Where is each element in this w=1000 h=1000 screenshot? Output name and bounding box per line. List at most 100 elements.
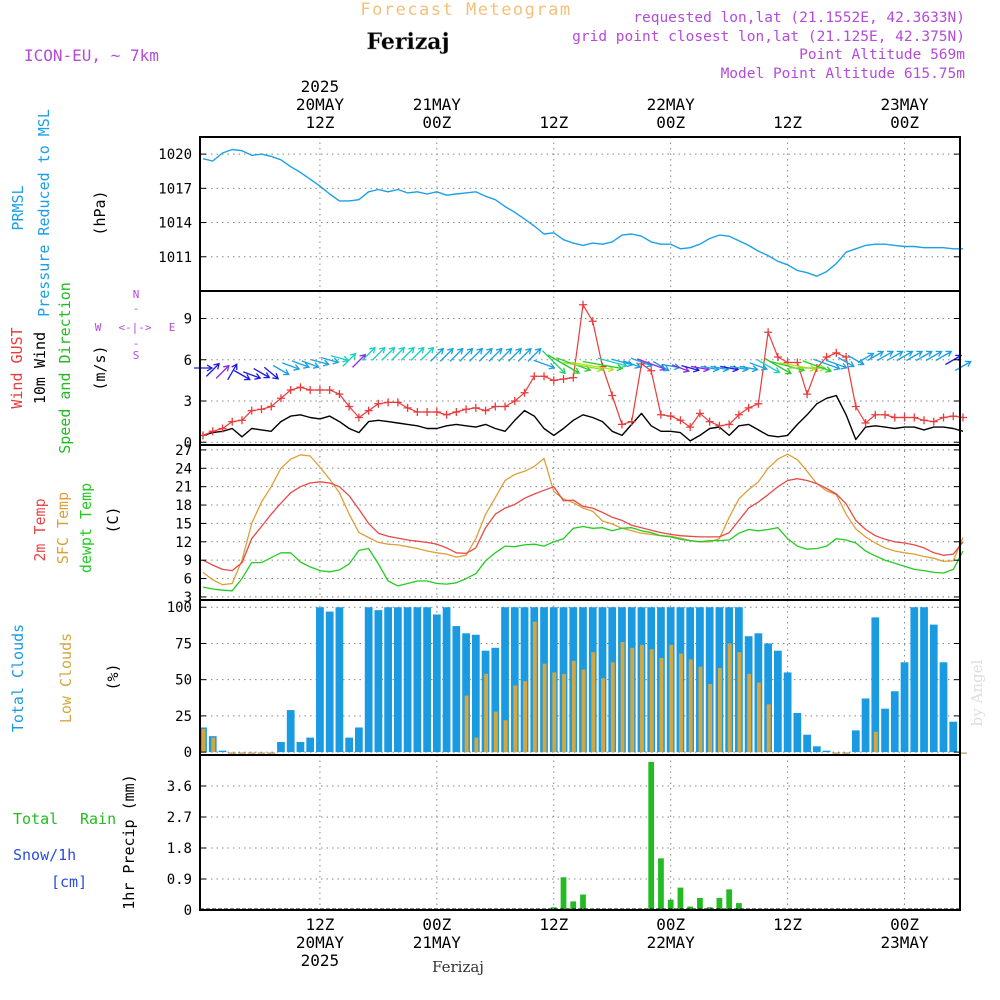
wind-gust-marker	[345, 402, 354, 411]
y-tick-label: 2.7	[167, 810, 192, 826]
bottom-year-label: 2025	[301, 951, 340, 970]
total-cloud-bar	[471, 634, 480, 753]
y-tick-label: 3.6	[167, 779, 192, 795]
wind-direction-arrow	[847, 354, 864, 366]
top-date-label: 22MAY	[647, 95, 696, 114]
wind-10m-label: 10m Wind	[31, 332, 49, 404]
wind-direction-arrowhead	[398, 346, 406, 354]
wind-direction-arrow	[636, 358, 666, 370]
top-year-label: 2025	[301, 77, 340, 96]
wind-direction-arrowhead	[634, 362, 642, 369]
wind-direction-arrowhead	[616, 364, 624, 372]
wind-unit-label: (m/s)	[91, 345, 109, 390]
wind-gust-marker	[491, 402, 500, 411]
low-cloud-bar	[581, 669, 586, 753]
precip-axis-label: 1hr Precip (mm)	[120, 774, 138, 909]
wind-direction-arrow	[533, 359, 555, 369]
cloud-labels: Total Clouds Low Clouds (%)	[9, 624, 122, 732]
wind-direction-arrowhead	[534, 347, 542, 355]
low-cloud-bar	[649, 649, 654, 753]
bottom-date-label: 23MAY	[880, 933, 929, 952]
wind-gust-marker	[237, 416, 246, 425]
pressure-line	[202, 148, 963, 277]
y-tick-label: 0.9	[167, 872, 192, 888]
wind-direction-arrow	[896, 350, 913, 362]
wind-direction-arrowhead	[447, 347, 454, 355]
wind-direction-arrowhead	[369, 346, 376, 354]
compass-west: W	[95, 321, 102, 334]
y-tick-label: 12	[175, 535, 192, 551]
rain-bar	[560, 877, 567, 910]
low-cloud-bar	[464, 695, 469, 753]
top-hour-label: 00Z	[656, 113, 685, 132]
wind-gust-marker	[890, 413, 899, 422]
wind-direction-arrow	[391, 347, 405, 361]
snow-unit-label: [cm]	[51, 873, 87, 891]
bottom-date-label: 20MAY	[296, 933, 345, 952]
wind-direction-arrow	[915, 350, 933, 362]
wind-gust-marker	[871, 410, 880, 419]
wind-direction-arrow	[282, 362, 300, 370]
wind-direction-arrow	[671, 364, 690, 372]
wind-direction-arrow	[652, 360, 670, 372]
wind-gust-marker	[540, 372, 549, 381]
wind-direction-arrow	[771, 360, 805, 372]
wind-direction-arrow	[439, 348, 454, 362]
total-cloud-bar	[374, 610, 383, 753]
low-cloud-bar	[708, 684, 713, 753]
wind-gust-marker	[783, 358, 792, 367]
wind-gust-marker	[442, 410, 451, 419]
top-hour-label: 12Z	[773, 113, 802, 132]
y-tick-label: 50	[175, 673, 192, 689]
wind-gust-marker	[666, 412, 675, 421]
wind-gust-marker	[861, 419, 870, 427]
low-cloud-bar	[620, 642, 625, 753]
wind-direction-arrow	[320, 357, 339, 363]
low-clouds-label: Low Clouds	[57, 633, 75, 723]
temp-unit-label: (C)	[104, 506, 122, 533]
total-cloud-bar	[881, 708, 889, 753]
compass-arrows-up: -	[133, 302, 140, 315]
wind-direction-arrowhead	[964, 360, 972, 367]
wind-direction-arrow	[720, 365, 739, 371]
wind-direction-arrowhead	[408, 346, 415, 354]
wind-gust-marker	[549, 376, 558, 385]
wind-direction-arrow	[330, 355, 349, 361]
wind-direction-arrowhead	[906, 350, 914, 357]
wind-gust-marker	[744, 403, 753, 412]
chart-title: Forecast Meteogram	[360, 0, 571, 20]
axis-layer: 1011101410171020036936912151821242702550…	[158, 147, 960, 919]
wind-gust-marker	[384, 398, 393, 407]
wind-direction-arrow	[710, 365, 729, 371]
wind-direction-arrow	[690, 365, 709, 371]
low-cloud-bar	[201, 728, 206, 753]
cloud-unit-label: (%)	[104, 663, 122, 690]
wind-gust-marker	[559, 375, 568, 383]
wind-gust-marker	[286, 386, 295, 394]
total-cloud-bar	[364, 607, 373, 753]
total-cloud-bar	[764, 643, 772, 753]
wind-direction-arrow	[954, 360, 972, 372]
low-cloud-bar	[688, 659, 693, 753]
wind-direction-arrowhead	[896, 350, 904, 357]
wind-direction-arrow	[517, 348, 532, 362]
total-cloud-bar	[793, 712, 802, 753]
low-cloud-bar	[679, 653, 683, 753]
wind-gust-marker	[686, 423, 695, 432]
y-tick-label: 3	[184, 394, 192, 410]
y-tick-label: 21	[175, 480, 192, 496]
total-cloud-bar	[920, 607, 928, 753]
y-tick-label: 27	[175, 443, 192, 459]
wind-direction-arrowhead	[848, 361, 855, 368]
panel-frame	[199, 136, 961, 292]
wind-direction-arrow	[571, 361, 614, 371]
wind-direction-arrow	[825, 359, 847, 369]
wind-direction-arrow	[488, 348, 503, 362]
total-cloud-bar	[296, 741, 305, 753]
wind-direction-arrow	[449, 348, 464, 362]
low-cloud-bar	[532, 621, 537, 753]
wind-direction-arrow	[498, 348, 512, 362]
wind-gust-marker	[608, 391, 617, 400]
wind-gust-marker	[920, 416, 929, 425]
wind-direction-arrowhead	[349, 352, 357, 360]
